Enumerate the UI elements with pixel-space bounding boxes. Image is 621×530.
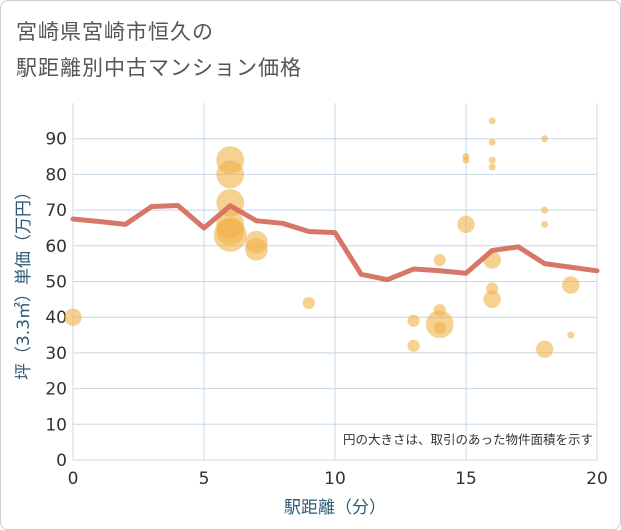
data-point-bubble [433, 253, 446, 267]
data-point-bubble [407, 314, 420, 327]
series-line-average [70, 202, 600, 283]
data-point-bubble [213, 218, 247, 252]
data-point-bubble [483, 290, 501, 309]
y-tick-label: 10 [45, 415, 67, 435]
data-point-bubble [488, 156, 496, 164]
y-tick-label: 70 [45, 201, 67, 221]
y-tick-label: 50 [45, 273, 67, 293]
data-point-bubble [433, 321, 446, 335]
data-point-bubble [567, 331, 575, 339]
data-point-bubble [407, 339, 420, 352]
data-point-bubble [562, 276, 580, 294]
data-point-bubble [216, 160, 245, 189]
data-point-bubble [64, 308, 82, 326]
chart-title-line1: 宮崎県宮崎市恒久の [16, 20, 214, 44]
data-point-bubble [488, 163, 496, 171]
y-tick-label: 30 [45, 344, 67, 364]
data-point-bubble [302, 296, 315, 310]
y-tick-label: 0 [56, 451, 67, 471]
data-point-bubble [535, 340, 554, 359]
x-tick-label: 0 [68, 469, 79, 489]
chart-title-line2: 駅距離別中古マンション価格 [16, 56, 302, 80]
y-axis-label: 坪（3.3㎡）単価（万円） [14, 183, 34, 380]
data-point-bubble [245, 238, 268, 261]
x-tick-label: 5 [199, 469, 210, 489]
data-point-bubble [462, 156, 470, 164]
y-tick-label: 80 [45, 165, 67, 185]
data-point-bubble [488, 138, 496, 146]
data-point-bubble [541, 220, 549, 228]
x-tick-label: 20 [586, 469, 608, 489]
y-tick-label: 90 [45, 130, 67, 150]
x-tick-label: 15 [455, 469, 477, 489]
data-point-bubble [541, 135, 549, 143]
data-point-bubble [457, 215, 475, 234]
y-tick-label: 20 [45, 380, 67, 400]
y-tick-label: 60 [45, 237, 67, 257]
x-axis-label: 駅距離（分） [284, 498, 386, 518]
data-point-bubble [541, 206, 549, 214]
x-tick-label: 10 [324, 469, 346, 489]
data-point-bubble [488, 117, 496, 125]
size-legend-note: 円の大きさは、取引のあった物件面積を示す [343, 432, 593, 447]
y-tick-label: 40 [45, 308, 67, 328]
